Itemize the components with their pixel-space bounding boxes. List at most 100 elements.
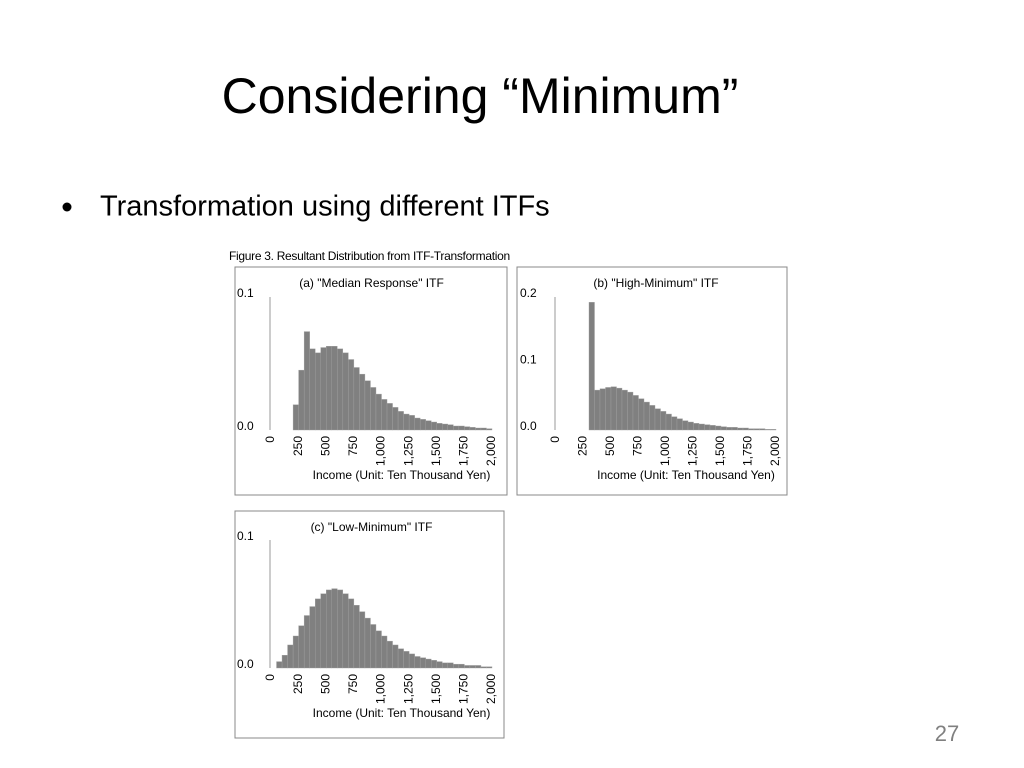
x-axis-label: Income (Unit: Ten Thousand Yen): [313, 468, 491, 482]
chart-panel: (a) "Median Response" ITF 0.0 0.1 0 250 500 75…: [234, 266, 508, 496]
histogram-bar: [364, 380, 371, 431]
histogram-bar: [731, 427, 738, 431]
histogram-bar: [616, 387, 623, 431]
histogram-bar: [298, 369, 305, 431]
histogram-bar: [742, 427, 749, 431]
histogram-bar: [425, 420, 432, 431]
bullet-text: Transformation using different ITFs: [100, 191, 550, 223]
histogram-bar: [320, 593, 327, 669]
histogram-bar: [486, 666, 493, 669]
x-tick-label: 1,250: [401, 436, 415, 466]
histogram-bar: [638, 398, 645, 431]
x-tick-label: 1,500: [429, 436, 443, 466]
histogram-bar: [397, 411, 404, 431]
histogram-bar: [419, 419, 426, 431]
histogram-bar: [588, 302, 595, 431]
histogram-bar: [309, 606, 316, 669]
histogram-bar: [408, 653, 415, 669]
chart-title: (c) "Low-Minimum" ITF: [311, 520, 433, 534]
y-tick-label: 0.0: [237, 419, 254, 433]
histogram-bar: [292, 404, 299, 431]
histogram-bar: [392, 407, 399, 431]
x-tick-label: 1,500: [713, 436, 727, 466]
x-axis-label: Income (Unit: Ten Thousand Yen): [313, 706, 491, 720]
histogram-bar: [649, 405, 656, 431]
histogram-bar: [682, 420, 689, 431]
histogram-bar: [458, 663, 465, 669]
histogram-bar: [370, 624, 377, 669]
histogram-bar: [464, 426, 471, 431]
histogram-bar: [442, 662, 448, 669]
x-tick-label: 1,750: [457, 674, 471, 704]
x-axis-label: Income (Unit: Ten Thousand Yen): [597, 468, 775, 482]
histogram-bar: [403, 413, 410, 431]
histogram-bar: [392, 644, 399, 669]
x-tick-label: 250: [576, 436, 590, 456]
x-tick-label: 2,000: [484, 436, 498, 466]
bullet-dot: [62, 202, 72, 212]
chart-panel: (c) "Low-Minimum" ITF 0.0 0.1 0 250 500 750 1,0…: [234, 510, 505, 739]
x-tick-label: 0: [263, 674, 277, 681]
histogram-bar: [610, 386, 617, 431]
chart-frame: [516, 266, 788, 496]
histogram-bar: [386, 403, 393, 431]
histogram-bar: [408, 415, 415, 431]
y-tick-label: 0.1: [520, 353, 537, 367]
histogram-bar: [480, 427, 487, 431]
histogram-bar: [431, 660, 437, 669]
x-tick-label: 1,000: [374, 674, 388, 704]
histogram-bar: [370, 387, 377, 431]
histogram-bar: [431, 421, 437, 431]
histogram-bar: [458, 425, 465, 431]
slide-title: Considering “Minimum”: [222, 68, 739, 124]
histogram-bar: [364, 617, 371, 669]
histogram-bar: [348, 359, 355, 431]
histogram-bar: [632, 395, 639, 431]
y-tick-label: 0.0: [237, 657, 254, 671]
histogram-bar: [348, 598, 355, 669]
histogram-bar: [665, 413, 672, 431]
x-tick-label: 500: [603, 436, 617, 456]
chart-title: (a) "Median Response" ITF: [299, 276, 444, 290]
histogram-bar: [654, 408, 661, 431]
x-tick-label: 250: [291, 674, 305, 694]
histogram-bar: [436, 661, 443, 669]
x-tick-label: 1,000: [658, 436, 672, 466]
x-tick-label: 1,500: [429, 674, 443, 704]
chart-panel: (b) "High-Minimum" ITF 0.0 0.1 0.2 0 250 500 75…: [516, 266, 788, 496]
histogram-bar: [331, 588, 338, 669]
page-number: 27: [935, 721, 959, 746]
x-tick-label: 1,750: [457, 436, 471, 466]
x-tick-label: 750: [631, 436, 645, 456]
histogram-bar: [353, 367, 360, 431]
histogram-bar: [419, 657, 426, 669]
histogram-bar: [342, 352, 349, 431]
x-tick-label: 1,000: [374, 436, 388, 466]
x-tick-label: 250: [291, 436, 305, 456]
histogram-bar: [414, 417, 421, 431]
histogram-bar: [469, 665, 476, 669]
histogram-bar: [643, 401, 650, 431]
histogram-bar: [414, 656, 421, 669]
figure-caption: Figure 3. Resultant Distribution from IT…: [229, 249, 510, 263]
histogram-bar: [298, 625, 305, 669]
x-tick-label: 2,000: [768, 436, 782, 466]
histogram-bar: [698, 423, 705, 431]
histogram-bar: [447, 662, 454, 669]
histogram-bar: [671, 416, 678, 431]
histogram-bar: [447, 424, 454, 431]
histogram-bar: [621, 389, 628, 431]
histogram-bar: [315, 352, 321, 431]
histogram-bar: [599, 388, 606, 431]
histogram-bar: [303, 615, 310, 669]
chart-title: (b) "High-Minimum" ITF: [593, 276, 718, 290]
histogram-bar: [397, 648, 404, 669]
histogram-bar: [326, 589, 332, 669]
histogram-bar: [326, 346, 332, 431]
histogram-bar: [276, 661, 283, 669]
x-tick-label: 0: [263, 436, 277, 443]
histogram-bar: [726, 427, 733, 431]
chart-frame: [234, 266, 508, 496]
